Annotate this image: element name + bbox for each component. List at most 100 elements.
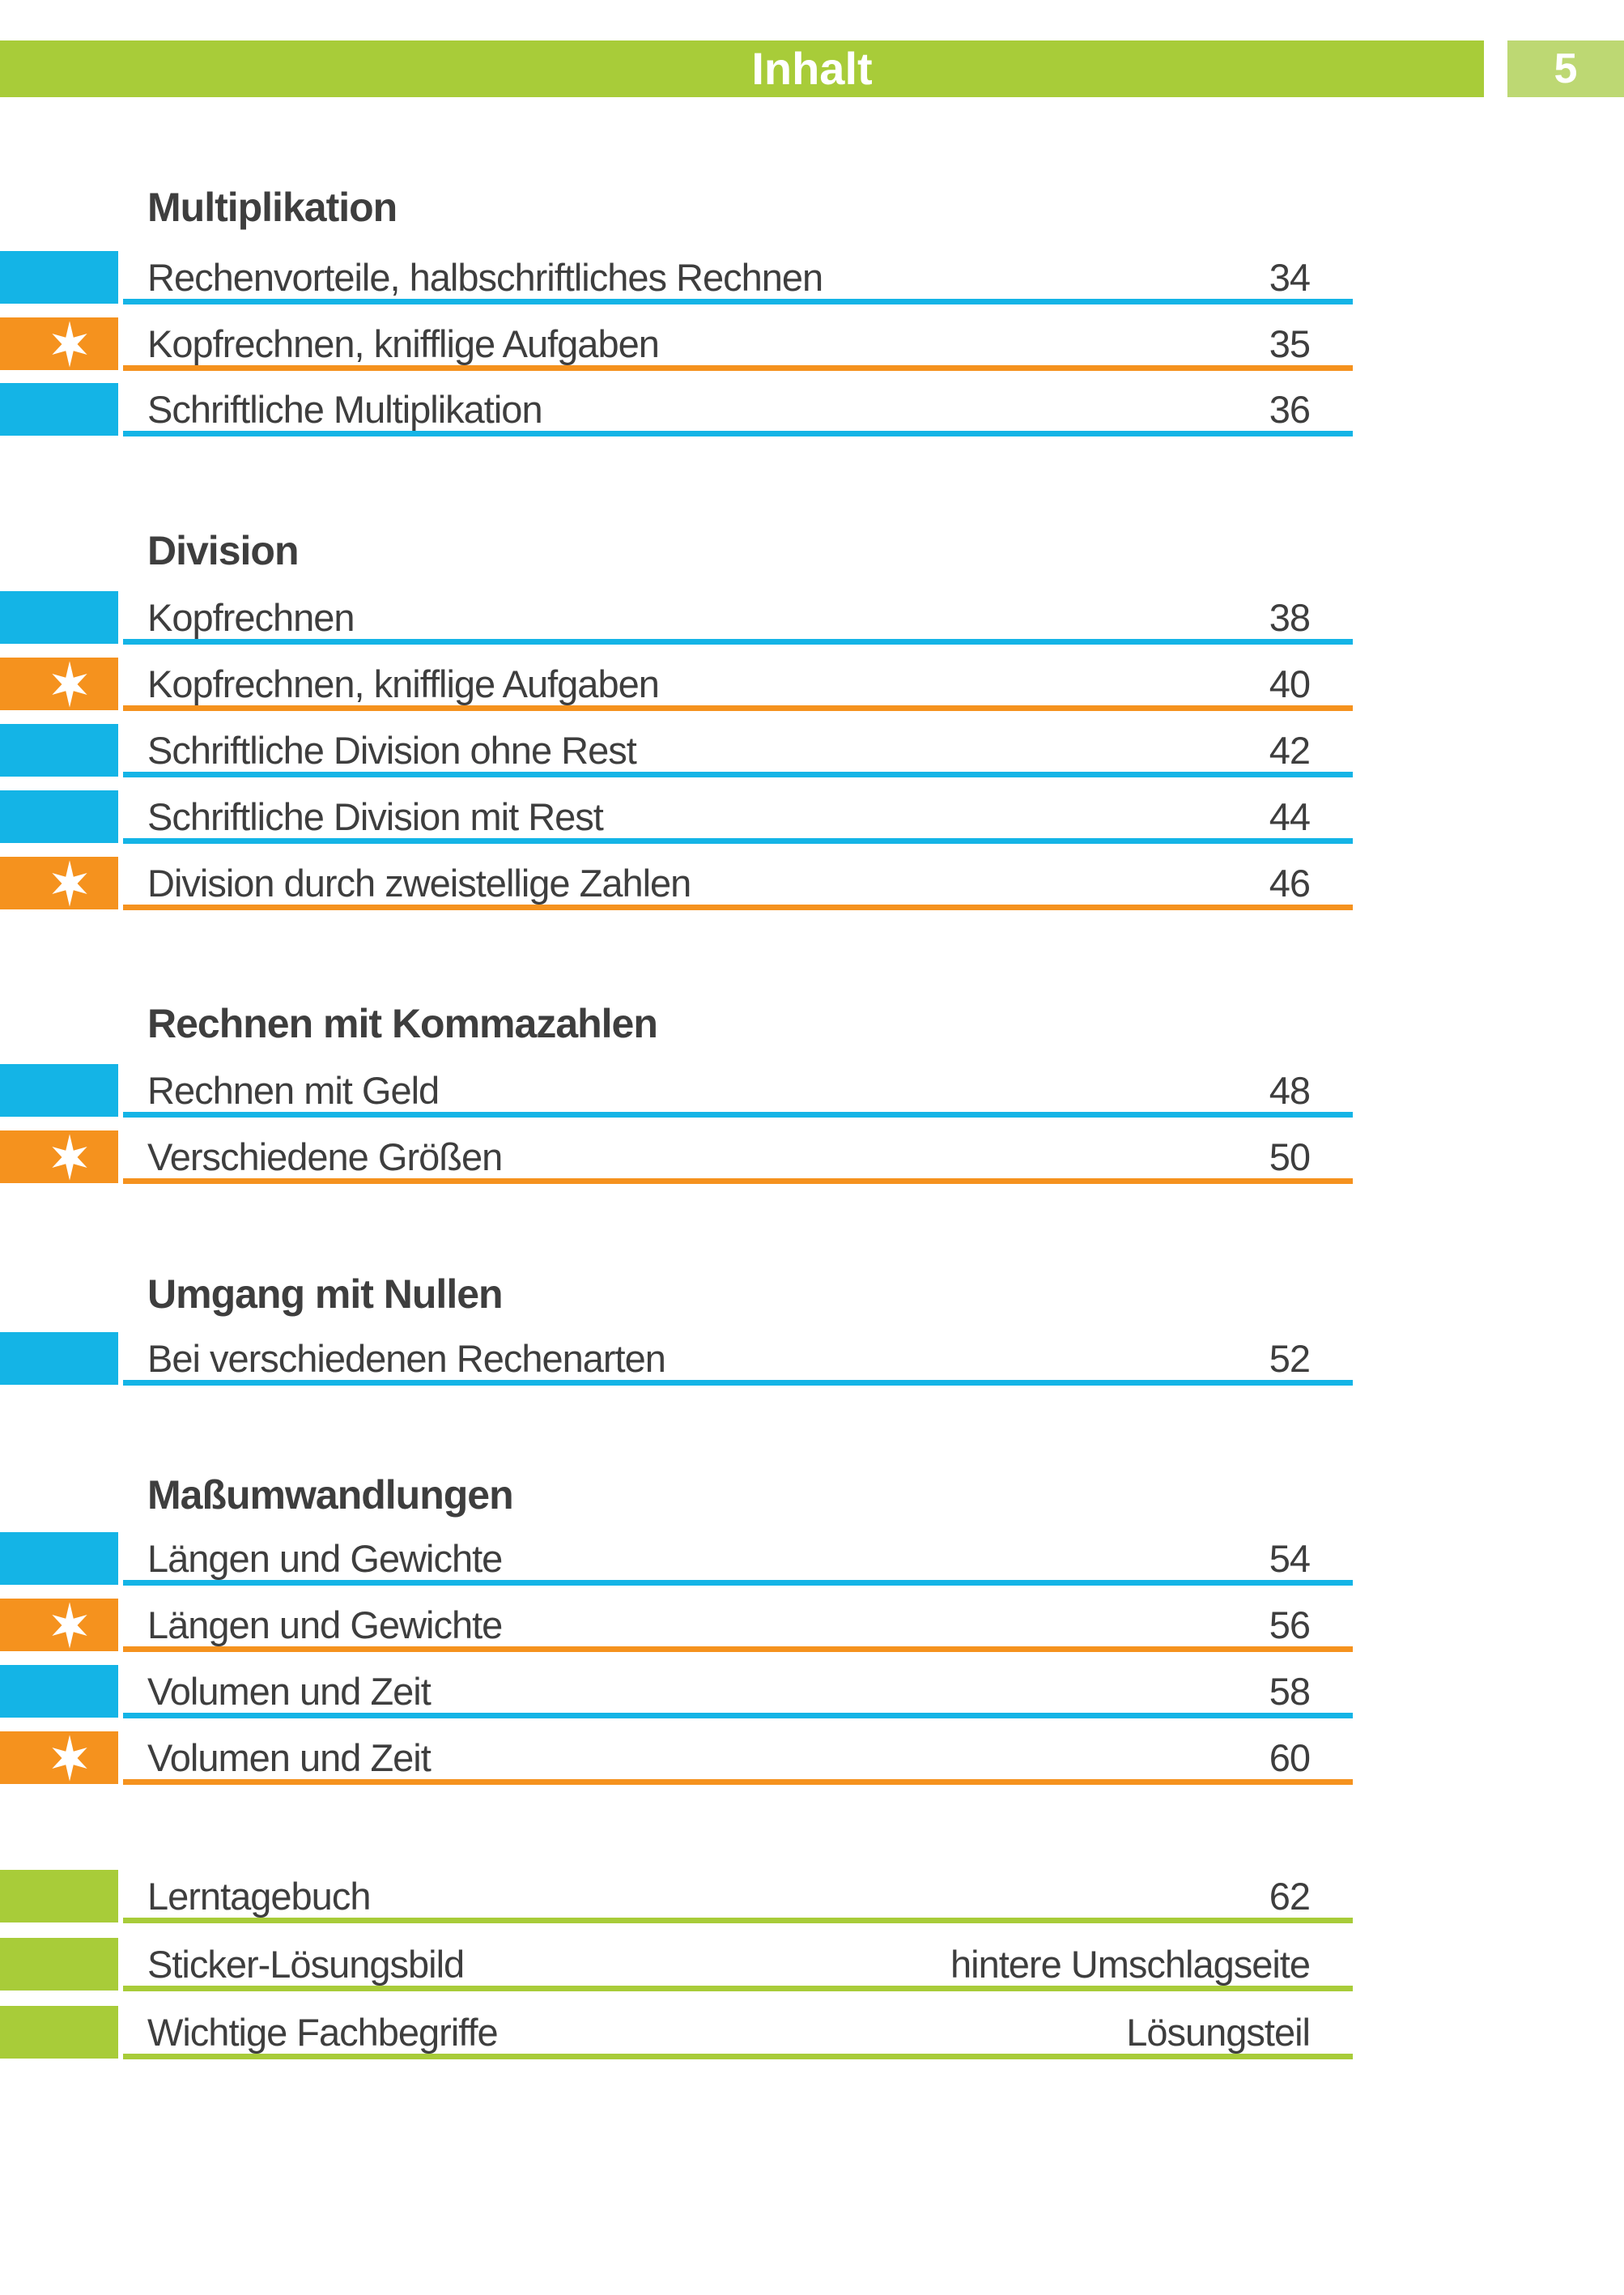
star-icon [52, 1735, 87, 1782]
row-label: Kopfrechnen [147, 596, 355, 639]
row-page-number: 36 [1269, 388, 1311, 431]
row-page-number: 34 [1269, 256, 1311, 299]
row-color-tab [0, 790, 118, 843]
toc-row: Längen und Gewichte 54 [0, 1532, 1353, 1586]
toc-row: Rechenvorteile, halbschriftliches Rechne… [0, 251, 1353, 304]
row-color-tab [0, 1938, 118, 1991]
toc-row: Schriftliche Multiplikation 36 [0, 383, 1353, 436]
row-color-tab [0, 1665, 118, 1718]
toc-row: Wichtige Fachbegriffe Lösungsteil [0, 2006, 1353, 2059]
row-underline [123, 1646, 1353, 1652]
row-underline [123, 365, 1353, 371]
row-color-tab [0, 658, 118, 710]
row-label: Rechnen mit Geld [147, 1069, 440, 1112]
toc-row: Volumen und Zeit 58 [0, 1665, 1353, 1718]
row-color-tab [0, 1130, 118, 1183]
row-label: Kopfrechnen, knifflige Aufgaben [147, 662, 660, 705]
row-label: Längen und Gewichte [147, 1603, 503, 1646]
row-page-number: 46 [1269, 862, 1311, 905]
section-title-nullen: Umgang mit Nullen [147, 1271, 504, 1317]
row-color-tab [0, 251, 118, 304]
section-title-multiplikation: Multiplikation [147, 185, 397, 230]
row-page-number: 48 [1269, 1069, 1311, 1112]
row-page-number: 35 [1269, 322, 1311, 365]
section-title-kommazahlen: Rechnen mit Kommazahlen [147, 1001, 658, 1046]
row-underline [123, 905, 1353, 910]
toc-row: Längen und Gewichte 56 [0, 1599, 1353, 1652]
row-color-tab [0, 857, 118, 909]
row-label: Längen und Gewichte [147, 1537, 503, 1580]
row-color-tab [0, 2006, 118, 2059]
page-title: Inhalt [751, 43, 873, 94]
row-underline [123, 1380, 1353, 1386]
star-icon [52, 661, 87, 708]
row-label: Lerntagebuch [147, 1875, 371, 1918]
star-icon [52, 1134, 87, 1181]
row-page-number: hintere Umschlagseite [950, 1943, 1311, 1986]
row-page-number: 38 [1269, 596, 1311, 639]
row-label: Bei verschiedenen Rechenarten [147, 1337, 666, 1380]
toc-row: Rechnen mit Geld 48 [0, 1064, 1353, 1118]
row-label: Volumen und Zeit [147, 1670, 432, 1713]
toc-row: Kopfrechnen 38 [0, 591, 1353, 645]
row-page-number: 54 [1269, 1537, 1311, 1580]
row-underline [123, 705, 1353, 711]
row-color-tab [0, 1532, 118, 1585]
toc-row: Kopfrechnen, knifflige Aufgaben 40 [0, 658, 1353, 711]
row-underline [123, 838, 1353, 844]
row-label: Schriftliche Division mit Rest [147, 795, 604, 838]
row-underline [123, 1580, 1353, 1586]
row-page-number: 62 [1269, 1875, 1311, 1918]
row-color-tab [0, 591, 118, 644]
row-page-number: 56 [1269, 1603, 1311, 1646]
star-icon [52, 860, 87, 907]
row-color-tab [0, 1332, 118, 1385]
row-color-tab [0, 1870, 118, 1922]
row-color-tab [0, 1599, 118, 1651]
row-underline [123, 431, 1353, 436]
toc-row: Kopfrechnen, knifflige Aufgaben 35 [0, 317, 1353, 371]
row-underline [123, 1779, 1353, 1785]
row-color-tab [0, 383, 118, 436]
row-underline [123, 772, 1353, 777]
toc-row: Lerntagebuch 62 [0, 1870, 1353, 1923]
row-page-number: 52 [1269, 1337, 1311, 1380]
toc-row: Schriftliche Division ohne Rest 42 [0, 724, 1353, 777]
row-page-number: Lösungsteil [1126, 2011, 1311, 2054]
toc-row: Verschiedene Größen 50 [0, 1130, 1353, 1184]
row-page-number: 44 [1269, 795, 1311, 838]
row-underline [123, 1713, 1353, 1718]
header-bar [0, 40, 1484, 97]
row-underline [123, 1178, 1353, 1184]
toc-row: Sticker-Lösungsbild hintere Umschlagseit… [0, 1938, 1353, 1991]
row-page-number: 60 [1269, 1736, 1311, 1779]
row-label: Verschiedene Größen [147, 1135, 503, 1178]
row-underline [123, 639, 1353, 645]
row-underline [123, 1986, 1353, 1991]
row-underline [123, 1918, 1353, 1923]
row-label: Schriftliche Multiplikation [147, 388, 543, 431]
row-label: Division durch zweistellige Zahlen [147, 862, 691, 905]
row-page-number: 42 [1269, 729, 1311, 772]
toc-row: Schriftliche Division mit Rest 44 [0, 790, 1353, 844]
row-label: Wichtige Fachbegriffe [147, 2011, 499, 2054]
row-label: Schriftliche Division ohne Rest [147, 729, 637, 772]
row-page-number: 50 [1269, 1135, 1311, 1178]
star-icon [52, 1602, 87, 1649]
row-page-number: 40 [1269, 662, 1311, 705]
section-title-massumwandlungen: Maßumwandlungen [147, 1472, 514, 1518]
row-underline [123, 1112, 1353, 1118]
row-label: Volumen und Zeit [147, 1736, 432, 1779]
toc-row: Bei verschiedenen Rechenarten 52 [0, 1332, 1353, 1386]
star-icon [52, 321, 87, 368]
row-color-tab [0, 317, 118, 370]
row-label: Rechenvorteile, halbschriftliches Rechne… [147, 256, 823, 299]
toc-row: Division durch zweistellige Zahlen 46 [0, 857, 1353, 910]
row-label: Kopfrechnen, knifflige Aufgaben [147, 322, 660, 365]
row-label: Sticker-Lösungsbild [147, 1943, 465, 1986]
page-number-box: 5 [1507, 40, 1624, 97]
section-title-division: Division [147, 528, 299, 573]
row-page-number: 58 [1269, 1670, 1311, 1713]
row-color-tab [0, 1731, 118, 1784]
